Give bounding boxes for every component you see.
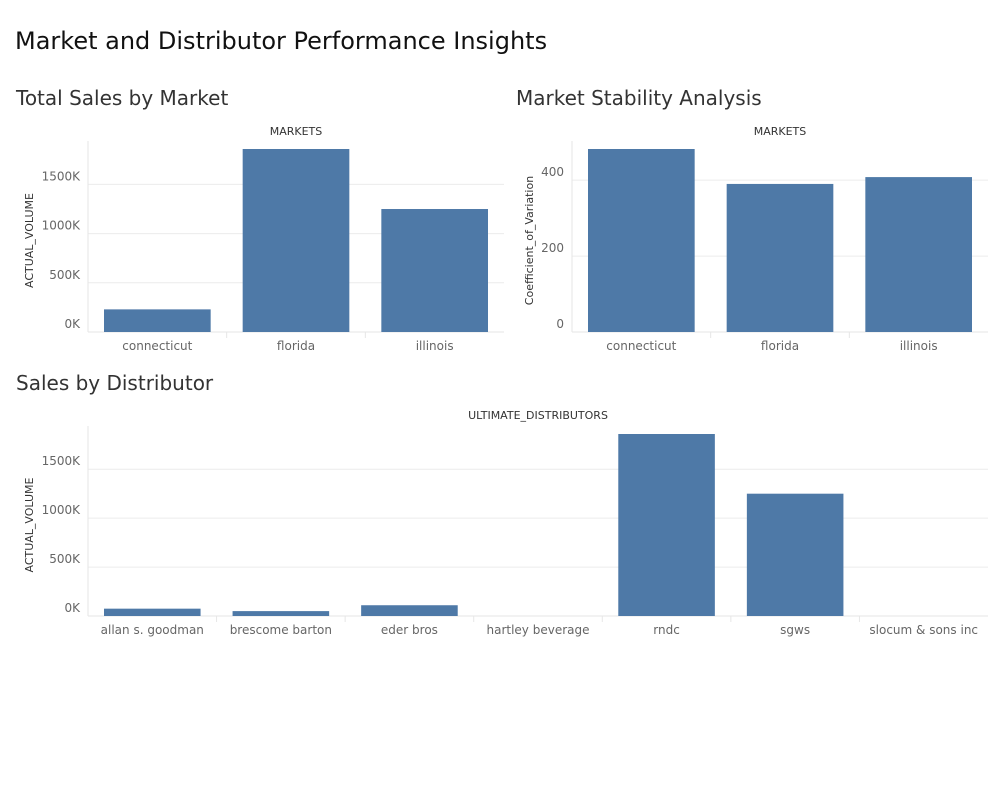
total_sales-ytick-label: 500K — [49, 268, 81, 282]
distributors-category-label: rndc — [653, 623, 680, 637]
total_sales-y-axis-label: ACTUAL_VOLUME — [23, 193, 36, 288]
total_sales-bar-illinois[interactable] — [381, 209, 488, 332]
distributors-bar-allan-s-goodman[interactable] — [104, 608, 201, 616]
distributors-category-label: slocum & sons inc — [869, 623, 978, 637]
total_sales-ytick-label: 1500K — [42, 169, 82, 183]
total_sales-header: MARKETS — [270, 125, 323, 138]
stability-bar-florida[interactable] — [726, 183, 834, 332]
distributors-ytick-label: 1500K — [42, 454, 82, 468]
stability-bar-illinois[interactable] — [865, 177, 972, 332]
distributors-bar-rndc[interactable] — [618, 434, 715, 616]
stability-category-label: illinois — [900, 339, 938, 353]
stability-bar-connecticut[interactable] — [588, 149, 695, 332]
total_sales-ytick-label: 0K — [64, 317, 81, 331]
distributors-category-label: allan s. goodman — [101, 623, 204, 637]
stability-ytick-label: 400 — [541, 165, 564, 179]
distributor-title: Sales by Distributor — [16, 371, 214, 395]
distributors-header: ULTIMATE_DISTRIBUTORS — [468, 409, 608, 422]
stability-category-label: connecticut — [606, 339, 676, 353]
stability-category-label: florida — [761, 339, 799, 353]
distributors-category-label: sgws — [780, 623, 810, 637]
distributors-bar-eder-bros[interactable] — [361, 605, 458, 616]
distributors-y-axis-label: ACTUAL_VOLUME — [23, 477, 36, 572]
total_sales-category-label: florida — [277, 339, 315, 353]
stability-ytick-label: 0 — [556, 317, 564, 331]
distributors-ytick-label: 0K — [64, 601, 81, 615]
distributors-category-label: eder bros — [381, 623, 438, 637]
stability-header: MARKETS — [754, 125, 807, 138]
stability-y-axis-label: Coefficient_of_Variation — [523, 176, 536, 305]
stability-title: Market Stability Analysis — [516, 86, 762, 110]
total_sales-category-label: illinois — [416, 339, 454, 353]
total_sales-category-label: connecticut — [122, 339, 192, 353]
total-sales-title: Total Sales by Market — [16, 86, 229, 110]
distributors-bar-brescome-barton[interactable] — [232, 611, 330, 616]
distributors-ytick-label: 500K — [49, 552, 81, 566]
distributors-category-label: brescome barton — [230, 623, 332, 637]
distributors-bar-sgws[interactable] — [746, 493, 844, 616]
dashboard-title: Market and Distributor Performance Insig… — [15, 27, 548, 55]
total_sales-bar-connecticut[interactable] — [104, 309, 211, 332]
distributors-ytick-label: 1000K — [42, 503, 82, 517]
total_sales-ytick-label: 1000K — [42, 219, 82, 233]
distributors-category-label: hartley beverage — [486, 623, 589, 637]
stability-ytick-label: 200 — [541, 241, 564, 255]
total_sales-bar-florida[interactable] — [242, 149, 350, 332]
